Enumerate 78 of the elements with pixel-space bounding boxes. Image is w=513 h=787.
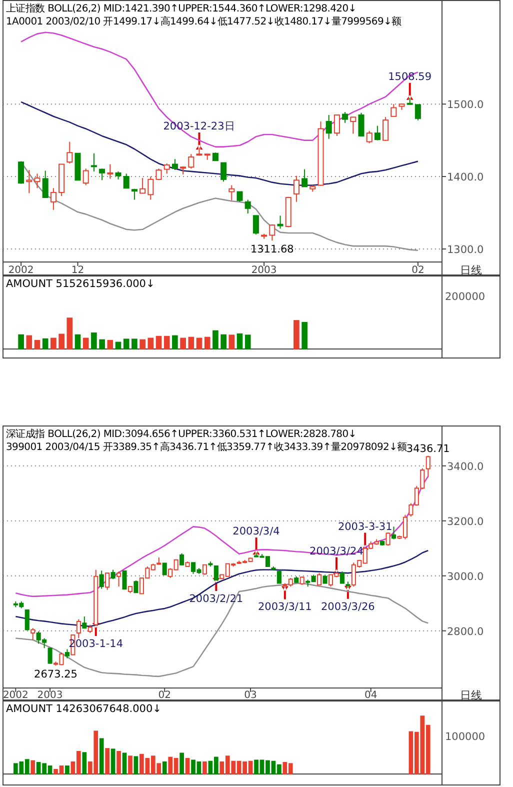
y-tick-label: 2800.0 (447, 626, 484, 638)
bar (58, 334, 64, 350)
x-tick-label: 2003 (251, 265, 277, 276)
y-tick-label: 3400.0 (447, 460, 484, 473)
bar (236, 333, 243, 350)
x-tick-label: 2003 (37, 690, 63, 701)
bar (220, 334, 226, 350)
y-tick-label: 1400.0 (447, 172, 484, 184)
bar (164, 336, 170, 350)
annotation: 2003/3/11 (258, 601, 312, 614)
bar (228, 334, 235, 350)
bar (65, 765, 70, 774)
x-tick-label: 04 (364, 690, 378, 701)
y-tick-label: 1500.0 (447, 99, 484, 112)
x-tick-label: 2002 (8, 265, 34, 276)
bar (180, 338, 186, 350)
bar (172, 335, 178, 350)
bar (140, 339, 146, 350)
chart-title: 上证指数 BOLL(26,2) MID:1421.390↑UPPER:1544.360↑LOWER:1298.420↓ (6, 2, 356, 14)
bar (42, 338, 48, 350)
bar (34, 340, 40, 350)
bar (162, 761, 167, 774)
text: 1A0001 2003/02/10 开1499.17↓高1499.64↓低1477.52↓收1480.17↓量7999569↓额 (6, 16, 402, 28)
annotation: 1311.68 (250, 244, 294, 256)
bar (185, 758, 190, 774)
bar (134, 756, 138, 774)
bar (204, 336, 210, 350)
bar (156, 336, 162, 350)
bar (148, 338, 154, 350)
bar (26, 335, 32, 350)
bar (91, 332, 97, 350)
bar (132, 338, 138, 350)
bar (99, 339, 105, 350)
bar (123, 338, 130, 350)
bar (116, 750, 121, 774)
bar (105, 748, 110, 774)
bar (180, 752, 184, 774)
bar (82, 338, 89, 350)
x-tick-label: 2002 (2, 690, 28, 701)
annotation: 2003/2/21 (189, 592, 244, 605)
chart-title: AMOUNT 14263067648.000↓ (6, 703, 162, 715)
annotation: 2003-3-31 (338, 520, 392, 533)
text: 100000 (445, 731, 486, 743)
y-tick-label: 3000.0 (447, 570, 484, 583)
bar (99, 738, 104, 774)
bar (115, 342, 122, 350)
bar (128, 756, 132, 774)
bar (107, 340, 114, 350)
bar (202, 761, 207, 774)
text: 399001 2003/04/15 开3389.35↑高3436.71↑低3359.77↑收3433.39↑量20978092↓额 (6, 441, 408, 453)
annotation: 2003/3/4 (232, 525, 280, 538)
x-tick-label: 03 (244, 690, 257, 701)
bar (66, 318, 73, 350)
bar (212, 330, 218, 350)
annotation: 2003/3/26 (321, 600, 376, 613)
text: 日线 (460, 689, 482, 702)
y-tick-label: 3200.0 (447, 516, 484, 528)
bar (122, 752, 127, 774)
x-tick-label: 02 (412, 265, 424, 276)
bar (18, 334, 24, 350)
bar (244, 334, 251, 350)
bar (30, 760, 36, 774)
bar (196, 338, 202, 350)
bar (302, 322, 308, 350)
bar (188, 336, 194, 350)
chart-title: 深证成指 BOLL(26,2) MID:3094.656↑UPPER:3360.531↑LOWER:2828.780↓ (6, 428, 356, 440)
text: 日线 (460, 264, 482, 277)
bar (50, 338, 56, 350)
y-tick-label: 1300.0 (447, 244, 484, 256)
x-tick-label: 12 (71, 265, 84, 276)
x-tick-label: 02 (158, 690, 171, 701)
chart-title: AMOUNT 5152615936.000↓ (6, 278, 155, 290)
bar (294, 320, 300, 350)
bar (110, 748, 116, 774)
bar (82, 752, 87, 774)
annotation: 2673.25 (34, 668, 78, 681)
text: 200000 (445, 291, 486, 303)
bar (74, 334, 81, 350)
